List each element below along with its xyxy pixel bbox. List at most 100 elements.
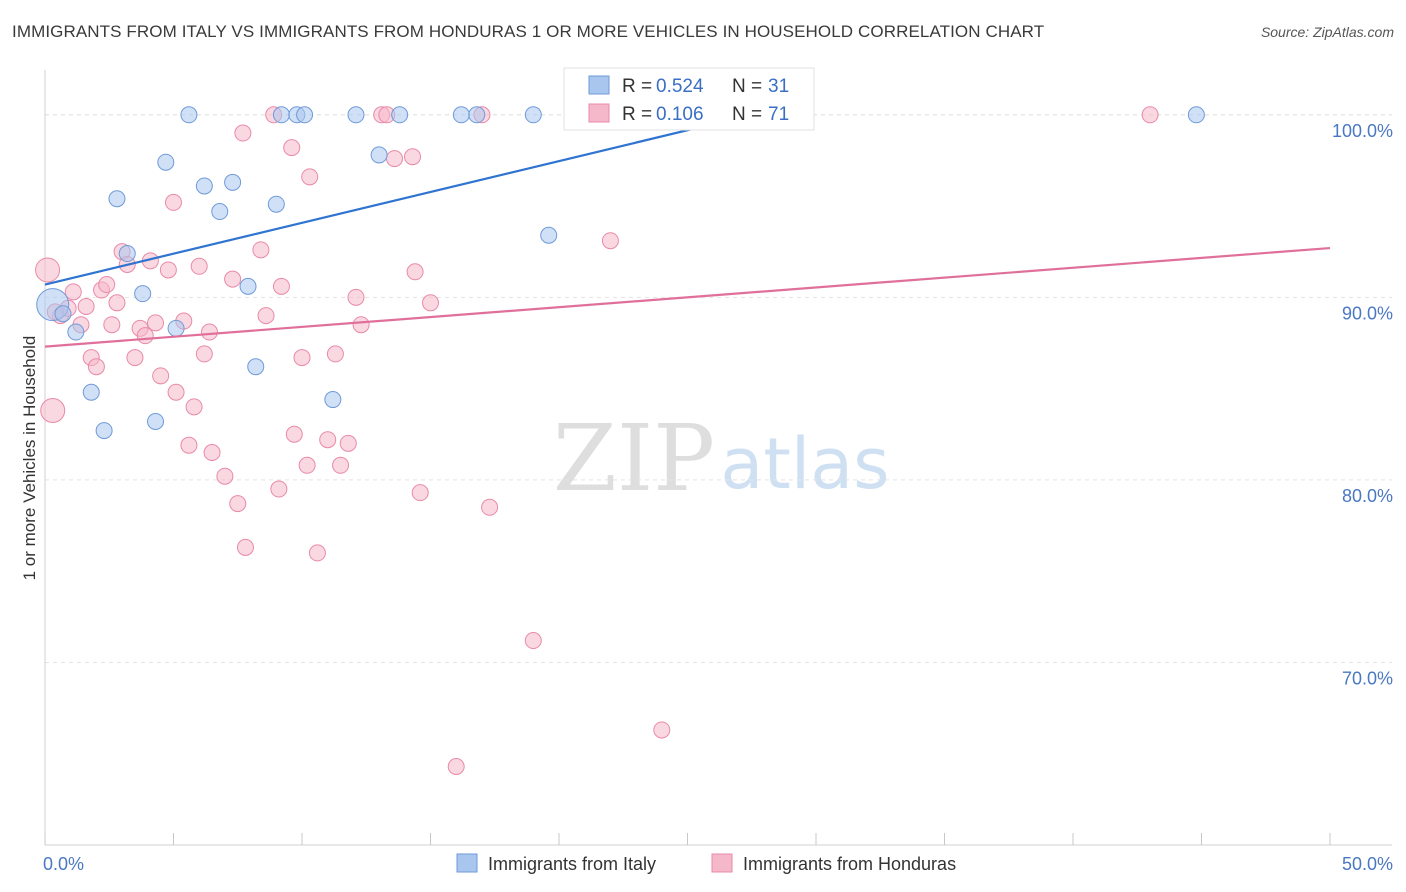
y-tick-label: 90.0% bbox=[1342, 303, 1393, 323]
honduras-point bbox=[77, 297, 95, 315]
honduras-point bbox=[301, 168, 319, 186]
honduras-point bbox=[252, 241, 270, 259]
legend-italy-n-label: N = bbox=[732, 76, 762, 97]
honduras-point bbox=[103, 316, 121, 334]
watermark: ZIP atlas bbox=[553, 405, 890, 512]
italy-point bbox=[452, 106, 470, 124]
italy-point bbox=[67, 323, 85, 341]
honduras-point bbox=[203, 444, 221, 461]
honduras-point bbox=[234, 124, 252, 142]
honduras-point bbox=[298, 456, 316, 474]
italy-point bbox=[147, 412, 165, 430]
italy-point bbox=[211, 203, 229, 221]
italy-point bbox=[224, 173, 242, 191]
italy-point bbox=[134, 285, 152, 303]
honduras-point bbox=[200, 323, 218, 341]
italy-trend-line bbox=[44, 113, 753, 286]
watermark-zip: ZIP bbox=[553, 405, 715, 512]
honduras-point bbox=[293, 349, 311, 367]
honduras-point bbox=[285, 425, 303, 443]
italy-point bbox=[118, 245, 136, 263]
honduras-point bbox=[190, 257, 208, 275]
x-tick-label-start: 0.0% bbox=[43, 854, 84, 874]
honduras-point bbox=[404, 148, 422, 166]
honduras-point bbox=[272, 277, 290, 295]
italy-point bbox=[324, 391, 342, 409]
italy-point bbox=[272, 106, 290, 124]
honduras-point bbox=[326, 345, 344, 363]
honduras-point bbox=[180, 436, 198, 454]
italy-point bbox=[247, 358, 265, 376]
legend-honduras-n-value: 71 bbox=[768, 104, 789, 125]
honduras-point bbox=[422, 294, 439, 312]
honduras-point bbox=[136, 327, 154, 345]
honduras-point bbox=[87, 358, 105, 376]
honduras-point bbox=[40, 398, 66, 424]
legend-honduras-r-label: R = bbox=[622, 104, 652, 125]
bottom-legend-italy-swatch bbox=[456, 853, 478, 873]
legend-honduras-r-value: 0.106 bbox=[656, 104, 704, 125]
honduras-point bbox=[411, 484, 429, 502]
honduras-point bbox=[481, 498, 499, 516]
legend-italy-r-value: 0.524 bbox=[656, 76, 704, 97]
y-tick-label: 80.0% bbox=[1342, 486, 1393, 506]
legend-italy-swatch bbox=[588, 75, 610, 95]
honduras-point bbox=[159, 261, 177, 279]
source-credit: Source: ZipAtlas.com bbox=[1260, 24, 1394, 40]
honduras-point bbox=[332, 456, 350, 474]
honduras-point bbox=[347, 288, 365, 306]
honduras-point bbox=[283, 139, 301, 157]
honduras-point bbox=[185, 398, 203, 416]
series-italy-points bbox=[36, 106, 1205, 440]
series-legend: Immigrants from Italy Immigrants from Ho… bbox=[456, 853, 956, 874]
honduras-point bbox=[1141, 106, 1159, 124]
legend-italy-n-value: 31 bbox=[768, 76, 789, 97]
italy-point bbox=[267, 195, 285, 213]
legend-honduras-swatch bbox=[588, 103, 610, 123]
axes bbox=[44, 70, 1392, 846]
italy-point bbox=[82, 383, 100, 401]
italy-point bbox=[347, 106, 365, 124]
honduras-point bbox=[257, 307, 275, 325]
italy-point bbox=[239, 277, 257, 295]
honduras-point bbox=[601, 232, 619, 250]
correlation-legend: R = 0.524 N = 31 R = 0.106 N = 71 bbox=[563, 67, 815, 131]
legend-honduras-n-label: N = bbox=[732, 104, 762, 125]
y-tick-label: 100.0% bbox=[1332, 121, 1393, 141]
honduras-point bbox=[224, 270, 242, 288]
honduras-point bbox=[352, 316, 370, 334]
honduras-point bbox=[319, 431, 337, 449]
italy-point bbox=[391, 106, 409, 124]
honduras-trend-line bbox=[44, 246, 1331, 348]
italy-point bbox=[108, 190, 126, 208]
honduras-point bbox=[35, 257, 61, 283]
honduras-point bbox=[524, 632, 542, 650]
italy-point bbox=[468, 106, 486, 124]
italy-point bbox=[1187, 106, 1205, 124]
bottom-legend-honduras-label: Immigrants from Honduras bbox=[743, 854, 956, 874]
italy-point bbox=[54, 305, 72, 323]
y-axis-title: 1 or more Vehicles in Household bbox=[20, 336, 39, 581]
italy-point bbox=[370, 146, 388, 164]
italy-point bbox=[296, 106, 314, 124]
honduras-point bbox=[108, 294, 126, 312]
watermark-atlas: atlas bbox=[720, 423, 889, 505]
honduras-point bbox=[229, 495, 247, 513]
bottom-legend-italy-label: Immigrants from Italy bbox=[488, 854, 656, 874]
honduras-point bbox=[165, 193, 182, 211]
honduras-point bbox=[195, 345, 213, 363]
x-tick-label-end: 50.0% bbox=[1342, 854, 1393, 874]
honduras-point bbox=[386, 150, 404, 168]
honduras-point bbox=[270, 480, 288, 498]
honduras-point bbox=[147, 314, 165, 332]
legend-italy-r-label: R = bbox=[622, 76, 652, 97]
gridlines bbox=[45, 114, 1392, 663]
honduras-point bbox=[216, 467, 234, 485]
trend-lines bbox=[44, 113, 1331, 348]
italy-point bbox=[540, 226, 558, 244]
honduras-point bbox=[447, 758, 465, 775]
chart-title: IMMIGRANTS FROM ITALY VS IMMIGRANTS FROM… bbox=[12, 22, 1045, 41]
y-tick-label: 70.0% bbox=[1342, 668, 1393, 688]
italy-point bbox=[95, 422, 113, 440]
